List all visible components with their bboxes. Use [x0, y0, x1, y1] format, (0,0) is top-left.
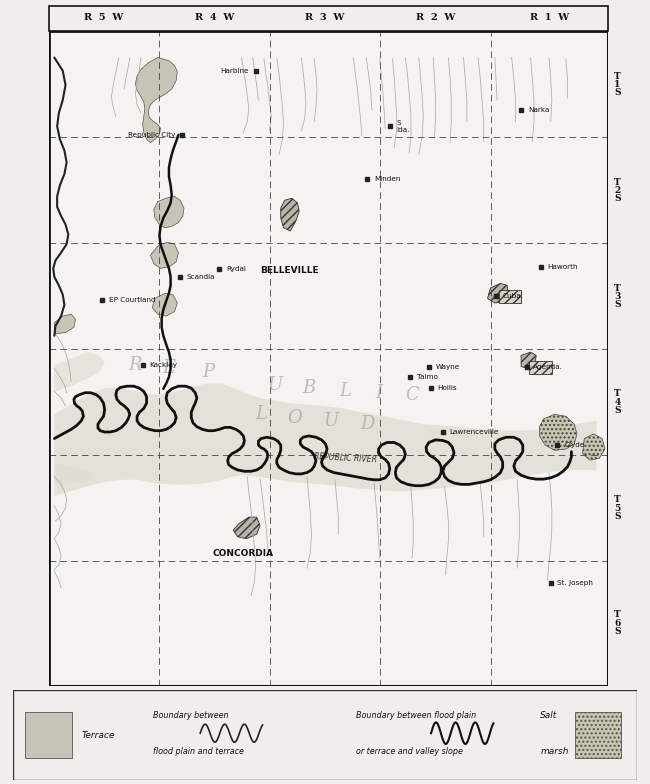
Polygon shape [152, 293, 177, 316]
Polygon shape [540, 414, 577, 450]
Text: Harbine: Harbine [220, 67, 249, 74]
Polygon shape [281, 198, 299, 231]
Polygon shape [55, 352, 105, 391]
Polygon shape [233, 517, 260, 539]
Polygon shape [55, 314, 75, 334]
Text: BELLEVILLE: BELLEVILLE [260, 266, 318, 275]
Text: T
6
S: T 6 S [614, 611, 621, 636]
Polygon shape [582, 434, 605, 460]
Polygon shape [521, 352, 536, 368]
Bar [499, 290, 521, 303]
Text: T
3
S: T 3 S [614, 284, 621, 309]
Polygon shape [135, 57, 177, 143]
Text: L: L [255, 405, 267, 423]
Text: T
1
S: T 1 S [614, 72, 621, 97]
Polygon shape [154, 196, 184, 228]
Text: flood plain and terrace: flood plain and terrace [153, 746, 244, 756]
Text: R  5  W: R 5 W [84, 13, 124, 22]
Polygon shape [488, 283, 508, 303]
Text: R  1  W: R 1 W [530, 13, 569, 22]
Text: U: U [324, 412, 339, 430]
Text: or terrace and valley slope: or terrace and valley slope [356, 746, 463, 756]
Text: R  3  W: R 3 W [306, 13, 345, 22]
Text: Hollis: Hollis [437, 385, 457, 391]
Bar [575, 713, 621, 757]
Polygon shape [151, 242, 179, 268]
Text: L: L [339, 383, 351, 401]
Text: O: O [287, 408, 302, 426]
Text: Haworth: Haworth [547, 264, 578, 270]
Text: T
4
S: T 4 S [614, 390, 621, 415]
Text: marsh: marsh [540, 746, 569, 756]
Text: Scandia: Scandia [187, 274, 215, 280]
Text: EP Courtland: EP Courtland [109, 297, 155, 303]
Text: U: U [268, 376, 283, 394]
Text: R  4  W: R 4 W [195, 13, 234, 22]
Text: R  2  W: R 2 W [416, 13, 455, 22]
Text: Republic City: Republic City [127, 132, 175, 138]
Text: Cuba.: Cuba. [502, 293, 523, 299]
Text: P: P [202, 363, 214, 381]
Text: C: C [405, 386, 419, 404]
Text: B: B [302, 379, 315, 397]
Polygon shape [55, 463, 94, 483]
Text: R: R [129, 356, 142, 374]
Text: Narka: Narka [528, 107, 549, 113]
Text: Rydal: Rydal [226, 266, 246, 272]
Text: Salt: Salt [540, 710, 558, 720]
Bar [25, 713, 72, 757]
Text: Minden: Minden [374, 176, 400, 182]
Text: Talmo: Talmo [417, 374, 437, 380]
Text: T
5
S: T 5 S [614, 495, 621, 521]
Text: Kackley: Kackley [150, 362, 177, 368]
Text: Boundary between flood plain: Boundary between flood plain [356, 710, 476, 720]
Text: Lawrenceville: Lawrenceville [450, 429, 499, 435]
Text: D: D [360, 416, 374, 433]
Text: T
2
S: T 2 S [614, 178, 621, 203]
Text: Boundary between: Boundary between [153, 710, 229, 720]
Text: S
Ida.: S Ida. [396, 120, 410, 132]
Text: Clyde: Clyde [564, 442, 584, 448]
Text: E: E [162, 360, 176, 378]
Text: REPUBLIC RIVER: REPUBLIC RIVER [313, 452, 376, 464]
Polygon shape [55, 383, 597, 496]
Text: Terrace: Terrace [82, 731, 115, 739]
Text: CONCORDIA: CONCORDIA [213, 550, 274, 558]
Bar [530, 361, 552, 374]
Text: Agenda.: Agenda. [534, 365, 564, 370]
Text: St. Joseph: St. Joseph [558, 579, 593, 586]
Text: I: I [375, 383, 382, 401]
Text: Wayne: Wayne [436, 365, 460, 370]
